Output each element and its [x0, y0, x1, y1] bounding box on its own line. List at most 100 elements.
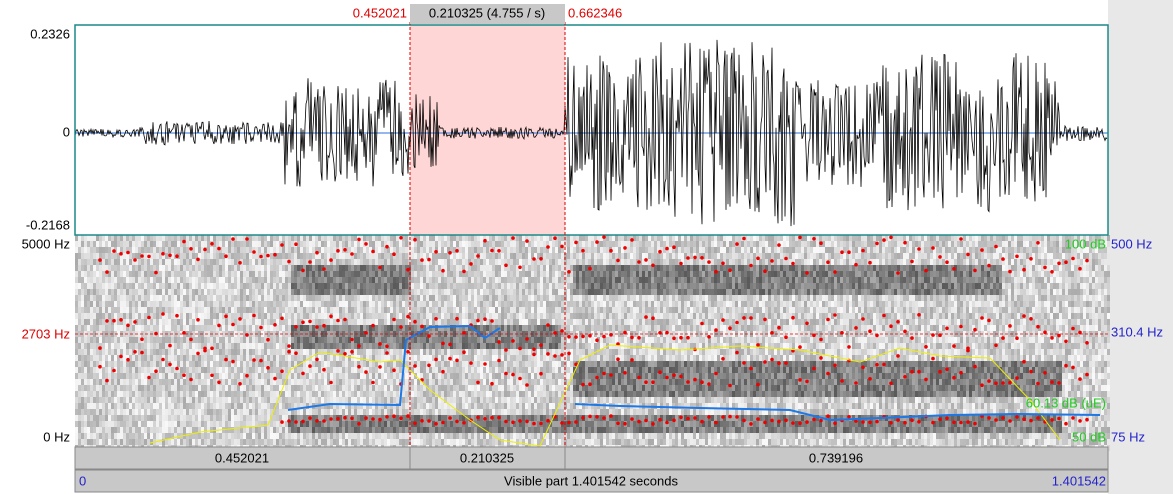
spectrogram-cell: [198, 403, 201, 409]
spectrogram-cell: [324, 397, 327, 403]
spectrogram-cell: [285, 247, 288, 253]
spectrogram-cell: [102, 301, 105, 307]
spectrogram-cell: [345, 283, 348, 289]
spectrogram-cell: [291, 427, 294, 433]
spectrogram-cell: [90, 349, 93, 355]
spectrogram-cell: [453, 409, 456, 415]
spectrogram-cell: [144, 385, 147, 391]
spectrogram-cell: [339, 283, 342, 289]
spectrogram-cell: [456, 253, 459, 259]
spectrogram-cell: [174, 409, 177, 415]
spectrogram-cell: [273, 307, 276, 313]
spectrogram-cell: [345, 277, 348, 283]
spectrogram-cell: [333, 247, 336, 253]
spectrogram-cell: [156, 415, 159, 421]
spectrogram-cell: [321, 289, 324, 295]
spectrogram-cell: [486, 373, 489, 379]
spectrogram-cell: [87, 343, 90, 349]
spectrogram-cell: [96, 367, 99, 373]
spectrogram-cell: [330, 385, 333, 391]
spectrogram-cell: [348, 343, 351, 349]
spectrogram-cell: [201, 421, 204, 427]
spectrogram-cell: [378, 349, 381, 355]
spectrogram-cell: [96, 397, 99, 403]
spectrogram-cell: [336, 355, 339, 361]
spectrogram-cell: [234, 337, 237, 343]
spectrogram-cell: [135, 325, 138, 331]
spectrogram-cell: [132, 367, 135, 373]
spectrogram-cell: [141, 391, 144, 397]
spectrogram-cell: [363, 307, 366, 313]
spectrogram-cell: [360, 433, 363, 439]
spectrogram-cell: [84, 367, 87, 373]
spectrogram-cell: [216, 415, 219, 421]
spectrogram-cell: [78, 439, 81, 445]
spectrogram-cell: [105, 241, 108, 247]
spectrogram-cell: [186, 385, 189, 391]
spectrogram-cell: [252, 253, 255, 259]
spectrogram-cell: [87, 409, 90, 415]
spectrogram-cell: [114, 349, 117, 355]
spectrogram-cell: [288, 247, 291, 253]
spectrogram-cell: [135, 379, 138, 385]
spectrogram-cell: [162, 397, 165, 403]
spectrogram-cell: [396, 301, 399, 307]
spectrogram-cell: [423, 283, 426, 289]
spectrogram-cell: [363, 379, 366, 385]
spectrogram-cell: [147, 325, 150, 331]
spectrogram-cell: [438, 307, 441, 313]
spectrogram-cell: [426, 433, 429, 439]
spectrogram-cell: [228, 367, 231, 373]
spectrogram-cell: [300, 409, 303, 415]
spectrogram-cell: [78, 307, 81, 313]
spectrogram-cell: [276, 313, 279, 319]
spectrogram-cell: [402, 439, 405, 445]
spectrogram-cell: [102, 283, 105, 289]
spectrogram-cell: [441, 361, 444, 367]
spectrogram-cell: [462, 301, 465, 307]
spectrogram-cell: [90, 277, 93, 283]
spectrogram-cell: [309, 295, 312, 301]
spectrogram-cell: [162, 349, 165, 355]
spectrogram-cell: [486, 385, 489, 391]
spectrogram-cell: [147, 247, 150, 253]
spectrogram-cell: [339, 337, 342, 343]
spectrogram-cell: [468, 397, 471, 403]
spectrogram-cell: [447, 277, 450, 283]
spectrogram-cell: [444, 289, 447, 295]
spectrogram-cell: [279, 265, 282, 271]
spectrogram-cell: [177, 427, 180, 433]
spectrogram-cell: [81, 439, 84, 445]
spectrogram-cell: [204, 307, 207, 313]
spectrogram-cell: [198, 409, 201, 415]
spectrogram-cell: [462, 235, 465, 241]
spectrogram-cell: [381, 295, 384, 301]
spectrogram-cell: [240, 367, 243, 373]
spectrogram-cell: [375, 415, 378, 421]
spectrogram-cell: [144, 307, 147, 313]
spectrogram-cell: [168, 397, 171, 403]
spectrogram-cell: [462, 337, 465, 343]
spectrogram-cell: [258, 241, 261, 247]
spectrogram-cell: [381, 301, 384, 307]
spectrogram-cell: [255, 307, 258, 313]
spectrogram-cell: [402, 391, 405, 397]
spectrogram-cell: [354, 313, 357, 319]
spectrogram-cell: [315, 271, 318, 277]
spectrogram-cell: [381, 259, 384, 265]
spectrogram-cell: [426, 373, 429, 379]
spectrogram-cell: [345, 295, 348, 301]
spectrogram-cell: [303, 379, 306, 385]
spectrogram-cell: [462, 391, 465, 397]
spectrogram-cell: [75, 283, 78, 289]
spectrogram-cell: [219, 295, 222, 301]
spectrogram-cell: [162, 379, 165, 385]
spectrogram-cell: [375, 295, 378, 301]
spectrogram-cell: [201, 277, 204, 283]
spectrogram-cell: [261, 259, 264, 265]
spectrogram-cell: [450, 271, 453, 277]
spectrogram-cell: [231, 439, 234, 445]
spectrogram-cell: [321, 241, 324, 247]
spectrogram-cell: [117, 349, 120, 355]
spectrogram-cell: [219, 307, 222, 313]
